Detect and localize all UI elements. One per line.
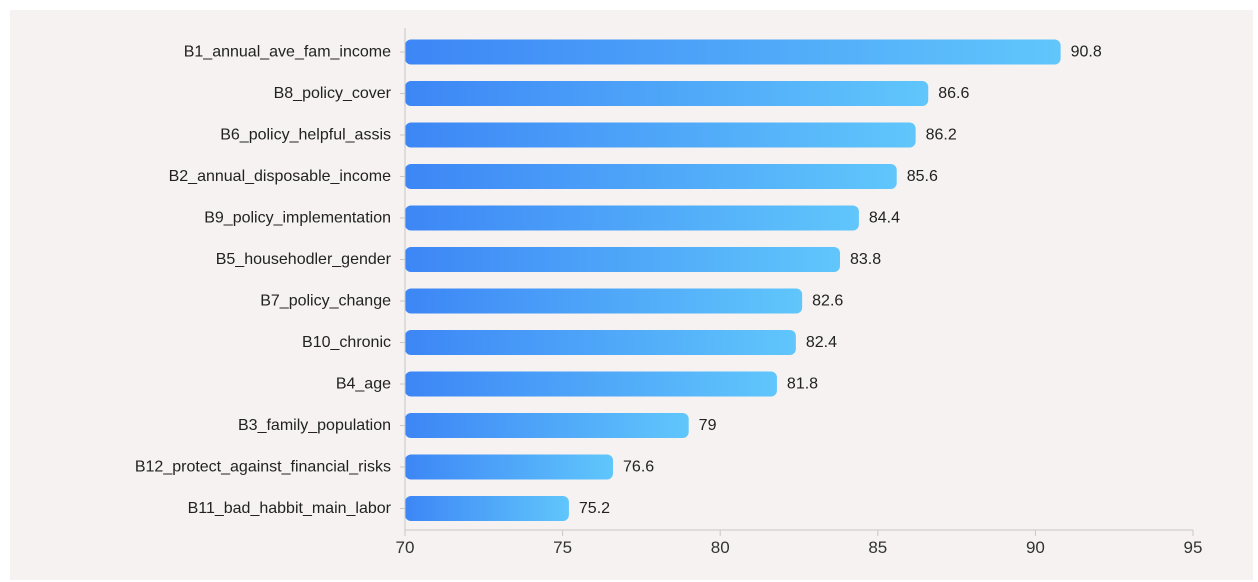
bars-layer: 90.8 86.6 86.2 85.6 84.4 83.8 82.6 82.4 81.8 79 76… bbox=[405, 39, 1102, 521]
bar bbox=[405, 164, 897, 189]
category-label: B7_policy_change bbox=[260, 293, 391, 310]
bar bbox=[405, 81, 929, 106]
bar bbox=[405, 454, 614, 480]
bar-value-label: 90.8 bbox=[1071, 44, 1102, 61]
category-label: B2_annual_disposable_income bbox=[169, 168, 391, 185]
bar-value-label: 83.8 bbox=[850, 251, 881, 268]
bar-value-label: 85.6 bbox=[907, 168, 938, 185]
bar-value-label: 81.8 bbox=[787, 376, 818, 393]
category-label: B4_age bbox=[336, 376, 391, 393]
bar bbox=[405, 122, 916, 148]
bar-value-label: 82.6 bbox=[812, 293, 843, 310]
bar-value-label: 82.4 bbox=[806, 334, 837, 351]
bar bbox=[405, 371, 777, 397]
x-tick-label: 85 bbox=[868, 538, 887, 557]
category-label: B12_protect_against_financial_risks bbox=[135, 459, 391, 476]
x-tick-label: 75 bbox=[553, 538, 572, 557]
axis-layer: B1_annual_ave_fam_income B8_policy_cover B… bbox=[135, 28, 1203, 557]
bar bbox=[405, 288, 803, 314]
bar bbox=[405, 247, 840, 272]
category-label: B6_policy_helpful_assis bbox=[220, 127, 391, 144]
x-tick-label: 80 bbox=[711, 538, 730, 557]
category-label: B10_chronic bbox=[302, 334, 391, 351]
x-tick-label: 95 bbox=[1184, 538, 1203, 557]
bar bbox=[405, 205, 859, 231]
category-label: B1_annual_ave_fam_income bbox=[184, 44, 391, 61]
category-label: B5_househodler_gender bbox=[216, 251, 392, 268]
x-tick-label: 90 bbox=[1026, 538, 1045, 557]
bar bbox=[405, 413, 689, 438]
bar bbox=[405, 496, 569, 521]
bar-value-label: 84.4 bbox=[869, 210, 900, 227]
bar-value-label: 86.6 bbox=[938, 85, 969, 102]
category-label: B3_family_population bbox=[238, 417, 391, 434]
bar-value-label: 86.2 bbox=[926, 127, 957, 144]
bar bbox=[405, 39, 1061, 65]
category-label: B9_policy_implementation bbox=[204, 210, 391, 227]
category-label: B8_policy_cover bbox=[274, 85, 392, 102]
bar-value-label: 76.6 bbox=[623, 459, 654, 476]
category-label: B11_bad_habbit_main_labor bbox=[188, 500, 392, 517]
bar-value-label: 79 bbox=[699, 417, 717, 434]
bar-value-label: 75.2 bbox=[579, 500, 610, 517]
x-tick-label: 70 bbox=[396, 538, 415, 557]
bar bbox=[405, 330, 796, 355]
